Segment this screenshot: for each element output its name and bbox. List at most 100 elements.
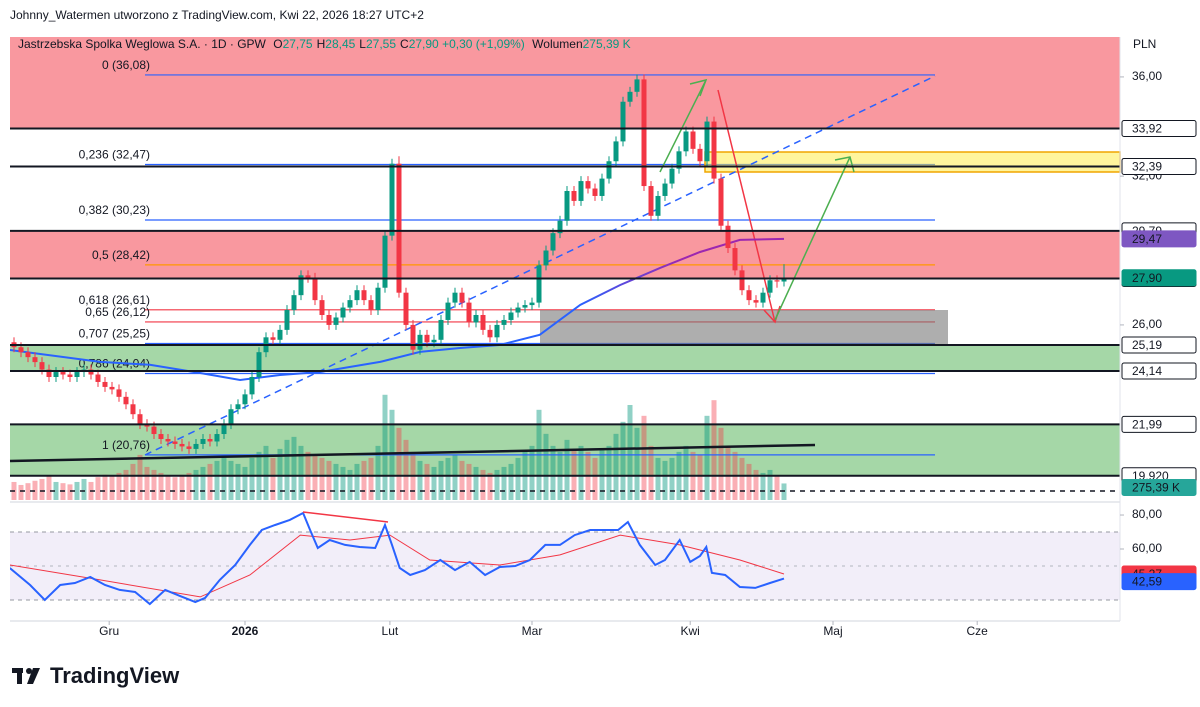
candle-body [508, 312, 514, 320]
volume-bar [599, 448, 605, 500]
x-tick-label: Mar [522, 624, 543, 638]
volume-bar [774, 475, 780, 500]
candle-body [179, 443, 185, 447]
candle-body [347, 300, 353, 308]
volume-bar [746, 463, 752, 500]
candle-body [760, 292, 766, 303]
candle-body [270, 337, 276, 340]
volume-bar [620, 421, 626, 500]
candle-body [732, 248, 738, 271]
price-label-box [1121, 269, 1197, 287]
candle-body [235, 404, 241, 410]
volume-bar [767, 469, 773, 500]
volume-bar [221, 457, 227, 500]
legend-prefix: L [359, 37, 366, 51]
candle-body [249, 376, 255, 395]
candle-body [501, 319, 507, 325]
rsi-tick-label: 60,00 [1132, 541, 1162, 555]
legend-prefix: O [273, 37, 283, 51]
volume-bar [319, 457, 325, 500]
volume-bar [186, 472, 192, 500]
gray-box [540, 310, 948, 345]
arrow [659, 79, 707, 173]
candle-body [74, 372, 80, 377]
candle-body [529, 302, 535, 306]
legend-prefix: H [316, 37, 326, 51]
volume-bar [641, 415, 647, 500]
legend-value: 27,75 [282, 37, 313, 51]
candle-body [648, 186, 654, 216]
volume-bar [102, 474, 108, 500]
volume-bar [277, 448, 283, 500]
x-tick-label: 2026 [232, 624, 259, 638]
candle-body [228, 409, 234, 425]
volume-bar [200, 466, 206, 500]
volume-bar [74, 481, 80, 500]
volume-bar [760, 472, 766, 500]
volume-bar [228, 460, 234, 500]
candle-body [116, 389, 122, 397]
candle-body [627, 91, 633, 102]
axes: 36,0032,0026,0033,9232,3929,7927,8725,19… [99, 69, 1197, 638]
candle-body [480, 314, 486, 330]
candle-body [333, 317, 339, 325]
volume-bar [298, 445, 304, 500]
volume-bar [354, 463, 360, 500]
volume-bar [452, 454, 458, 500]
volume-bar [445, 457, 451, 500]
volume-bar [606, 445, 612, 500]
candle-body [606, 161, 612, 179]
candle-body [662, 183, 668, 196]
candles [11, 74, 787, 454]
candle-body [543, 250, 549, 266]
levels [10, 127, 1120, 477]
volume-bar [270, 457, 276, 500]
candle-body [403, 292, 409, 325]
volume-bar [67, 484, 73, 500]
volume-bar [172, 477, 178, 500]
candle-body [557, 220, 563, 234]
candle-body [424, 334, 430, 343]
currency: PLN [1133, 37, 1156, 51]
logo-part [27, 668, 40, 684]
level-label: 21,99 [1132, 418, 1162, 432]
x-tick-label: Gru [99, 624, 119, 638]
candle-body [326, 314, 332, 325]
fib-label: 0,65 (26,12) [85, 305, 150, 319]
candle-body [46, 369, 52, 377]
candle-body [130, 404, 136, 415]
ma-label: 29,47 [1132, 232, 1162, 246]
volume-bar [627, 404, 633, 500]
rsi-tick-label: 80,00 [1132, 507, 1162, 521]
change-pct: (+1,09%) [475, 37, 525, 51]
x-tick-label: Lut [382, 624, 399, 638]
volume-bar [235, 463, 241, 500]
level-label-box [1121, 415, 1197, 433]
candle-body [711, 121, 717, 179]
candle-body [277, 329, 283, 340]
volume-bar [18, 484, 24, 500]
rsi [10, 511, 1120, 606]
candle-body [242, 394, 248, 405]
volume-bar [697, 454, 703, 500]
volume-bar [340, 466, 346, 500]
candle-body [725, 225, 731, 249]
volume-bar [312, 454, 318, 500]
symbol: Jastrzebska Spolka Weglowa S.A. · 1D · G… [18, 37, 266, 51]
volume-bar [662, 460, 668, 500]
volume-bar [613, 433, 619, 500]
volume-bar [648, 445, 654, 500]
fib-label: 0,707 (25,25) [79, 327, 150, 341]
candle-body [410, 324, 416, 350]
volume-bar [123, 469, 129, 500]
candle-body [284, 310, 290, 330]
candle-body [39, 362, 45, 370]
volume-bar [669, 457, 675, 500]
volume-bar [53, 481, 59, 500]
candle-body [382, 235, 388, 288]
legend-items: O27,75 H28,45 L27,55 C27,90 [269, 37, 439, 51]
ma-label-box [1121, 230, 1197, 248]
rsi-label-box [1121, 573, 1197, 591]
header: Johnny_Watermen utworzono z TradingView.… [10, 8, 424, 22]
